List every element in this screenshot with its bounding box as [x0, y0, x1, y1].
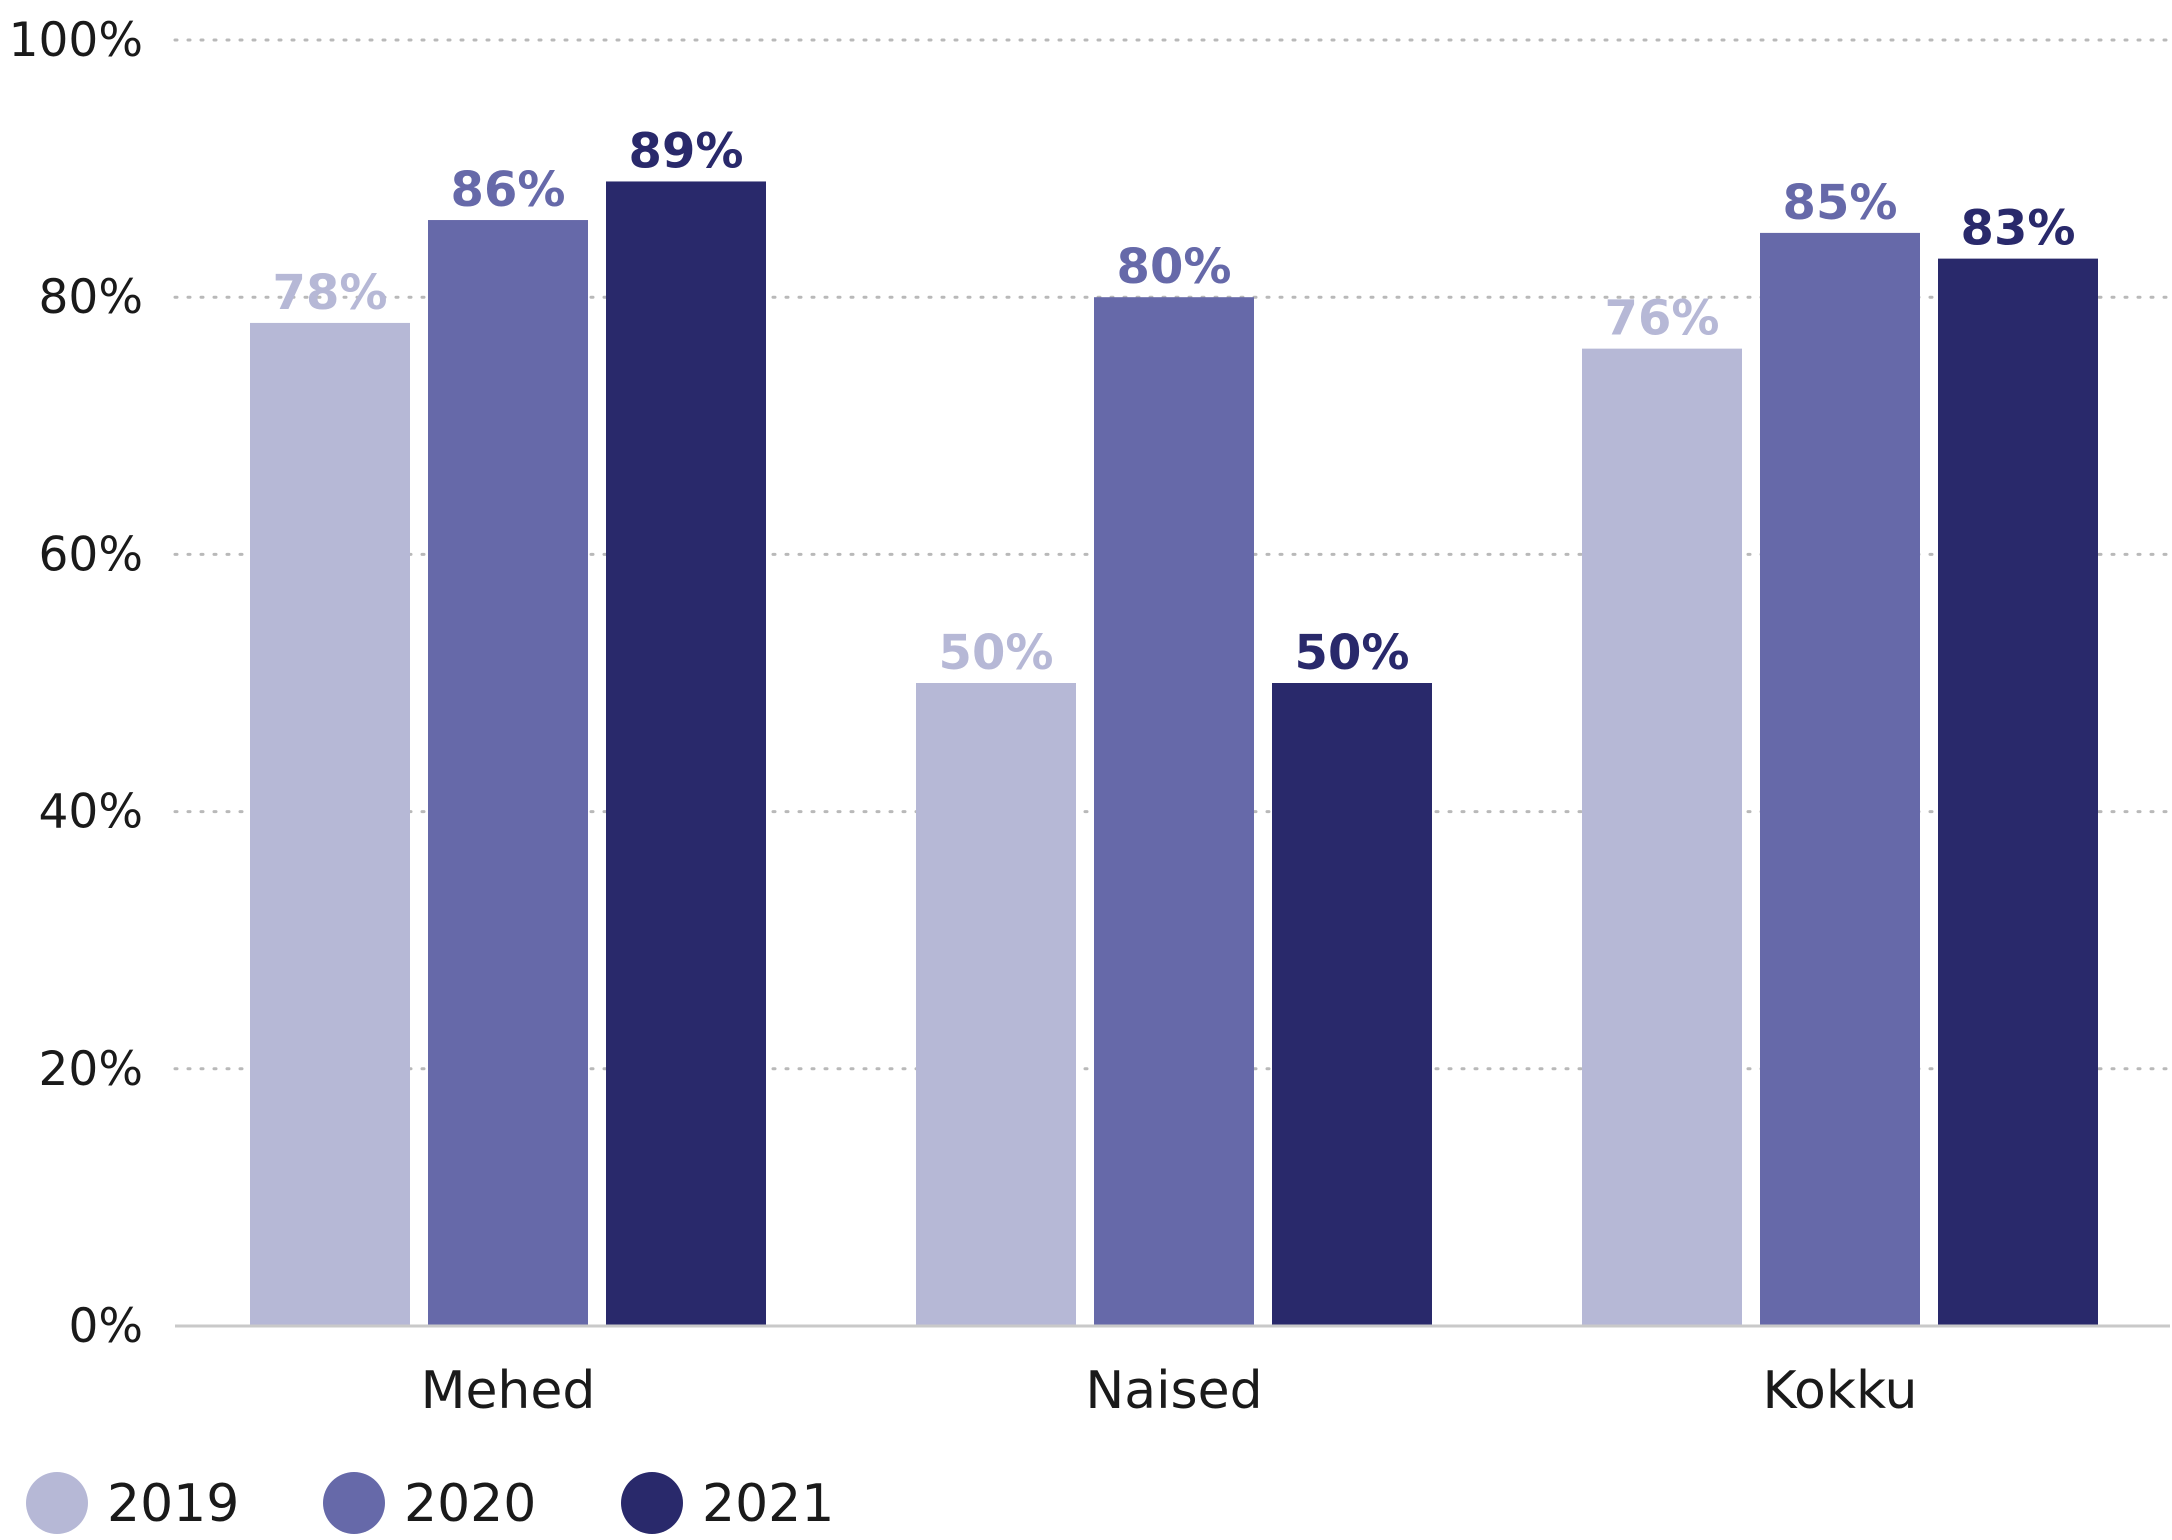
bar [1272, 683, 1432, 1326]
bars [250, 181, 2098, 1327]
x-tick-label: Mehed [421, 1361, 596, 1421]
y-tick-label: 60% [39, 527, 143, 582]
x-axis: Mehed Naised Kokku [175, 1324, 2170, 1421]
data-label: 86% [451, 162, 566, 218]
y-tick-label: 80% [39, 270, 143, 325]
bar [606, 181, 766, 1327]
y-axis: 0% 20% 40% 60% 80% 100% [9, 13, 143, 1354]
x-tick-label: Naised [1085, 1361, 1262, 1421]
data-label: 89% [629, 123, 744, 179]
bar [1582, 348, 1742, 1326]
data-label: 50% [1295, 625, 1410, 681]
legend-label: 2021 [702, 1474, 834, 1534]
legend-swatch [323, 1472, 385, 1534]
data-label: 85% [1783, 175, 1898, 231]
legend-label: 2019 [107, 1474, 239, 1534]
bar [1938, 258, 2098, 1326]
bar [1760, 232, 1920, 1326]
bar [428, 220, 588, 1326]
bar [1094, 297, 1254, 1327]
bar [250, 322, 410, 1326]
data-label: 80% [1117, 239, 1232, 295]
data-label: 50% [939, 625, 1054, 681]
x-tick-label: Kokku [1763, 1361, 1918, 1421]
data-label: 83% [1961, 201, 2076, 257]
bar [916, 683, 1076, 1326]
y-tick-label: 20% [39, 1042, 143, 1097]
data-label: 78% [273, 265, 388, 321]
legend-swatch [621, 1472, 683, 1534]
legend: 2019 2020 2021 [26, 1472, 834, 1534]
y-tick-label: 0% [68, 1299, 143, 1354]
y-tick-label: 100% [9, 13, 143, 68]
data-labels: 78% 86% 89% 50% 80% 50% 76% 85% 83% [273, 123, 2076, 681]
legend-swatch [26, 1472, 88, 1534]
legend-label: 2020 [404, 1474, 536, 1534]
y-tick-label: 40% [39, 785, 143, 840]
data-label: 76% [1605, 291, 1720, 347]
